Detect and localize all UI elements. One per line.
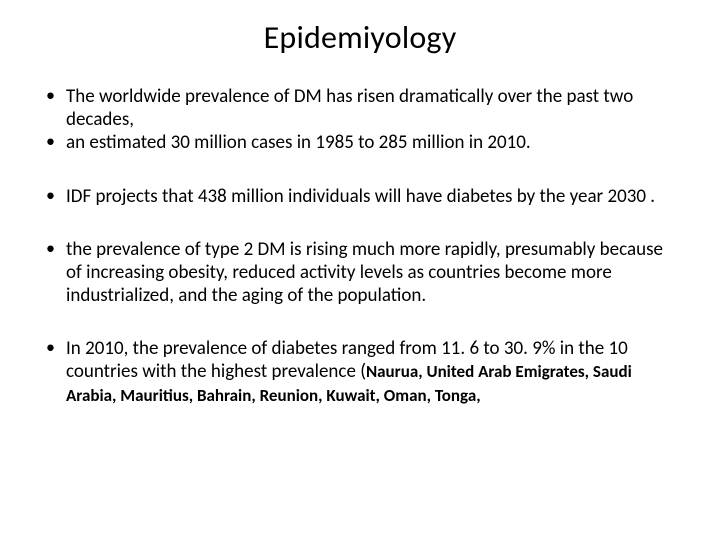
bullet-item: The worldwide prevalence of DM has risen… xyxy=(38,85,682,131)
bullet-group-2: IDF projects that 438 million individual… xyxy=(38,185,682,208)
bullet-item: an estimated 30 million cases in 1985 to… xyxy=(38,131,682,154)
bullet-group-4: In 2010, the prevalence of diabetes rang… xyxy=(38,337,682,407)
bullet-group-1: The worldwide prevalence of DM has risen… xyxy=(38,85,682,155)
slide: Epidemiyology The worldwide prevalence o… xyxy=(0,0,720,540)
bullet-item: In 2010, the prevalence of diabetes rang… xyxy=(38,337,682,407)
bullet-item: IDF projects that 438 million individual… xyxy=(38,185,682,208)
bullet-group-3: the prevalence of type 2 DM is rising mu… xyxy=(38,238,682,308)
slide-title: Epidemiyology xyxy=(38,18,682,57)
bullet-item: the prevalence of type 2 DM is rising mu… xyxy=(38,238,682,308)
